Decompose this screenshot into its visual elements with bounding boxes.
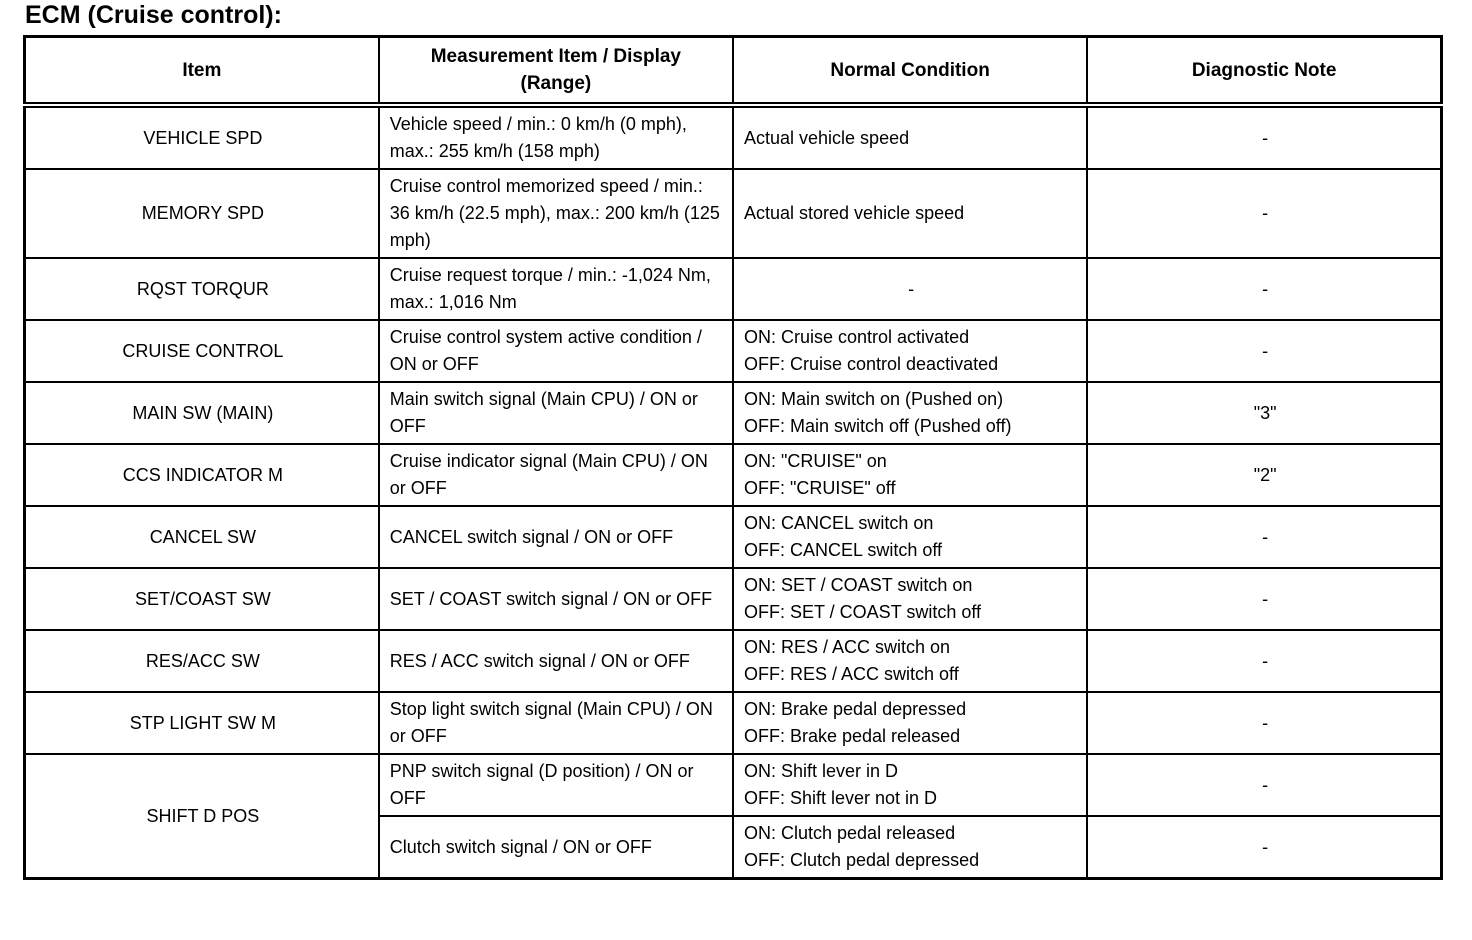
measurement-cell: Main switch signal (Main CPU) / ON or OF… xyxy=(377,381,735,445)
note-cell: - xyxy=(1086,257,1443,321)
item-cell: RQST TORQUR xyxy=(23,257,380,321)
note-cell: - xyxy=(1086,753,1443,817)
condition-cell: ON: Main switch on (Pushed on) OFF: Main… xyxy=(731,381,1089,445)
item-cell: MEMORY SPD xyxy=(23,168,380,259)
condition-cell: ON: SET / COAST switch on OFF: SET / COA… xyxy=(731,567,1089,631)
note-cell: - xyxy=(1086,505,1443,569)
table-row: SHIFT D POS PNP switch signal (D positio… xyxy=(23,753,1443,880)
condition-cell: ON: RES / ACC switch on OFF: RES / ACC s… xyxy=(731,629,1089,693)
table-row: RQST TORQUR Cruise request torque / min.… xyxy=(23,257,1443,321)
condition-cell: ON: Shift lever in D OFF: Shift lever no… xyxy=(731,753,1089,817)
measurement-cell: Clutch switch signal / ON or OFF xyxy=(377,815,735,880)
note-cell: - xyxy=(1086,629,1443,693)
col-header-normal-condition: Normal Condition xyxy=(731,35,1089,108)
table-row: SET/COAST SW SET / COAST switch signal /… xyxy=(23,567,1443,631)
condition-cell: ON: Brake pedal depressed OFF: Brake ped… xyxy=(731,691,1089,755)
note-cell: "2" xyxy=(1086,443,1443,507)
measurement-cell: Vehicle speed / min.: 0 km/h (0 mph), ma… xyxy=(377,104,735,170)
measurement-cell: Cruise control memorized speed / min.: 3… xyxy=(377,168,735,259)
measurement-cell: Cruise request torque / min.: -1,024 Nm,… xyxy=(377,257,735,321)
note-cell: - xyxy=(1086,319,1443,383)
note-cell: - xyxy=(1086,691,1443,755)
measurement-cell: PNP switch signal (D position) / ON or O… xyxy=(377,753,735,817)
measurement-cell: CANCEL switch signal / ON or OFF xyxy=(377,505,735,569)
condition-cell: Actual stored vehicle speed xyxy=(731,168,1089,259)
table-header-row: Item Measurement Item / Display (Range) … xyxy=(23,35,1443,108)
item-cell: CCS INDICATOR M xyxy=(23,443,380,507)
item-cell: MAIN SW (MAIN) xyxy=(23,381,380,445)
condition-cell: ON: Clutch pedal released OFF: Clutch pe… xyxy=(731,815,1089,880)
measurement-cell: RES / ACC switch signal / ON or OFF xyxy=(377,629,735,693)
table-row: RES/ACC SW RES / ACC switch signal / ON … xyxy=(23,629,1443,693)
condition-cell: ON: "CRUISE" on OFF: "CRUISE" off xyxy=(731,443,1089,507)
note-cell: - xyxy=(1086,815,1443,880)
col-header-measurement: Measurement Item / Display (Range) xyxy=(377,35,735,108)
measurement-cell: Cruise control system active condition /… xyxy=(377,319,735,383)
item-cell: CRUISE CONTROL xyxy=(23,319,380,383)
condition-cell: ON: CANCEL switch on OFF: CANCEL switch … xyxy=(731,505,1089,569)
item-cell: RES/ACC SW xyxy=(23,629,380,693)
note-cell: - xyxy=(1086,168,1443,259)
table-row: VEHICLE SPD Vehicle speed / min.: 0 km/h… xyxy=(23,104,1443,170)
measurement-cell: SET / COAST switch signal / ON or OFF xyxy=(377,567,735,631)
condition-cell: ON: Cruise control activated OFF: Cruise… xyxy=(731,319,1089,383)
table-row: CANCEL SW CANCEL switch signal / ON or O… xyxy=(23,505,1443,569)
item-cell: CANCEL SW xyxy=(23,505,380,569)
item-cell: SHIFT D POS xyxy=(23,753,380,880)
table-row: STP LIGHT SW M Stop light switch signal … xyxy=(23,691,1443,755)
note-cell: - xyxy=(1086,567,1443,631)
item-cell: STP LIGHT SW M xyxy=(23,691,380,755)
col-header-item: Item xyxy=(23,35,380,108)
table-row: Clutch switch signal / ON or OFF ON: Clu… xyxy=(25,815,1443,880)
note-cell: - xyxy=(1086,104,1443,170)
table-row: CRUISE CONTROL Cruise control system act… xyxy=(23,319,1443,383)
item-cell: VEHICLE SPD xyxy=(23,104,380,170)
condition-cell: Actual vehicle speed xyxy=(731,104,1089,170)
col-header-diagnostic-note: Diagnostic Note xyxy=(1086,35,1443,108)
ecm-cruise-control-table: Item Measurement Item / Display (Range) … xyxy=(23,35,1443,880)
page-title: ECM (Cruise control): xyxy=(25,1,282,29)
table-row: MEMORY SPD Cruise control memorized spee… xyxy=(23,168,1443,259)
measurement-cell: Stop light switch signal (Main CPU) / ON… xyxy=(377,691,735,755)
note-cell: "3" xyxy=(1086,381,1443,445)
table-row: CCS INDICATOR M Cruise indicator signal … xyxy=(23,443,1443,507)
item-cell: SET/COAST SW xyxy=(23,567,380,631)
condition-cell: - xyxy=(731,257,1089,321)
measurement-cell: Cruise indicator signal (Main CPU) / ON … xyxy=(377,443,735,507)
table-row: MAIN SW (MAIN) Main switch signal (Main … xyxy=(23,381,1443,445)
